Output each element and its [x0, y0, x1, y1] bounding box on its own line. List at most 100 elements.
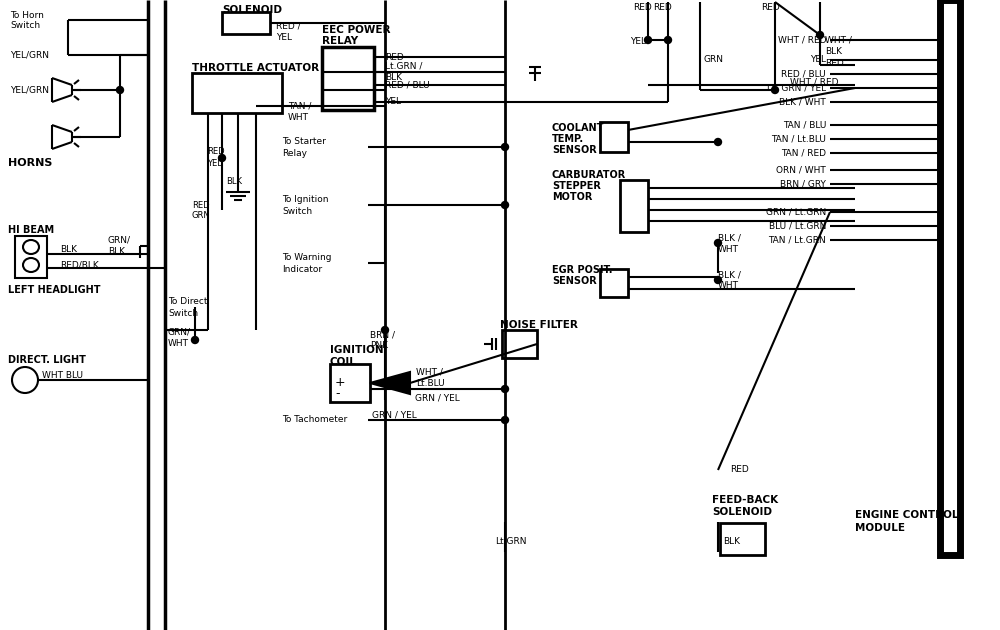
Text: IGNITION: IGNITION: [330, 345, 384, 355]
Text: RED: RED: [634, 4, 652, 13]
Text: BLK: BLK: [108, 248, 125, 256]
Bar: [600, 269, 628, 297]
Text: RED / BLU: RED / BLU: [781, 69, 826, 79]
Text: Lt.GRN: Lt.GRN: [495, 537, 526, 546]
Text: TAN /: TAN /: [288, 101, 311, 110]
Text: WHT: WHT: [168, 338, 189, 348]
Text: GRN / YEL: GRN / YEL: [415, 394, 460, 403]
Bar: [620, 180, 648, 232]
Text: RED /: RED /: [276, 21, 301, 30]
Circle shape: [644, 37, 652, 43]
Circle shape: [664, 37, 672, 43]
Text: GRN/: GRN/: [168, 328, 191, 336]
Text: BLK / WHT: BLK / WHT: [779, 98, 826, 106]
Bar: [600, 122, 628, 152]
Text: FEED-BACK: FEED-BACK: [712, 495, 778, 505]
Text: GRN/: GRN/: [108, 236, 131, 244]
Circle shape: [502, 386, 509, 392]
Text: YEL: YEL: [207, 159, 222, 168]
Text: YEL: YEL: [385, 98, 401, 106]
Text: RED: RED: [730, 466, 749, 474]
Text: SOLENOID: SOLENOID: [712, 507, 772, 517]
Circle shape: [714, 239, 722, 246]
Text: PNK: PNK: [370, 341, 388, 350]
Text: BLK: BLK: [385, 72, 402, 81]
Text: GRN / Lt.GRN: GRN / Lt.GRN: [766, 207, 826, 217]
Text: RED/BLK: RED/BLK: [60, 260, 99, 270]
Bar: [322, 47, 374, 110]
Text: GRN: GRN: [703, 55, 723, 64]
Text: SENSOR: SENSOR: [552, 276, 597, 286]
Text: BLK: BLK: [723, 537, 740, 546]
Ellipse shape: [23, 240, 39, 254]
Text: COOLANT: COOLANT: [552, 123, 604, 133]
Circle shape: [714, 139, 722, 146]
Bar: [192, 73, 282, 113]
Bar: [502, 330, 537, 358]
Circle shape: [382, 326, 388, 333]
Text: LEFT HEADLIGHT: LEFT HEADLIGHT: [8, 285, 100, 295]
Text: EEC POWER: EEC POWER: [322, 25, 390, 35]
Text: BRN / GRY: BRN / GRY: [780, 180, 826, 188]
Circle shape: [502, 416, 509, 423]
Text: WHT / RED: WHT / RED: [778, 35, 826, 45]
Text: To Horn: To Horn: [10, 11, 44, 20]
Text: NOISE FILTER: NOISE FILTER: [500, 320, 578, 330]
Text: Switch: Switch: [10, 21, 40, 30]
Text: MOTOR: MOTOR: [552, 192, 592, 202]
Text: BLK: BLK: [60, 246, 77, 255]
Text: RELAY: RELAY: [322, 36, 358, 46]
Text: +: +: [335, 375, 346, 389]
Bar: [940, 0, 960, 555]
Text: BLK /: BLK /: [718, 234, 741, 243]
Circle shape: [502, 202, 509, 209]
Text: TAN / Lt.BLU: TAN / Lt.BLU: [771, 134, 826, 144]
Ellipse shape: [23, 258, 39, 272]
Circle shape: [116, 86, 124, 93]
Text: TAN / Lt.GRN: TAN / Lt.GRN: [768, 236, 826, 244]
Text: Switch: Switch: [168, 309, 198, 318]
Text: WHT: WHT: [718, 282, 739, 290]
Circle shape: [772, 86, 778, 93]
Text: MODULE: MODULE: [855, 523, 905, 533]
Circle shape: [192, 336, 198, 343]
Text: -: -: [335, 387, 340, 401]
Bar: [15, 236, 47, 278]
Text: HORNS: HORNS: [8, 158, 52, 168]
Text: RED: RED: [761, 4, 779, 13]
Text: Indicator: Indicator: [282, 265, 322, 273]
Text: To Direct: To Direct: [168, 297, 208, 307]
Text: DIRECT. LIGHT: DIRECT. LIGHT: [8, 355, 86, 365]
Text: RED: RED: [385, 52, 404, 62]
Text: BLK: BLK: [226, 178, 242, 186]
Text: BLK /: BLK /: [718, 270, 741, 280]
Bar: [222, 12, 270, 34]
Text: HI BEAM: HI BEAM: [8, 225, 54, 235]
Text: RED: RED: [192, 200, 210, 210]
Text: COIL: COIL: [330, 357, 357, 367]
Text: WHT: WHT: [288, 113, 309, 122]
Circle shape: [218, 154, 226, 161]
Text: Switch: Switch: [282, 207, 312, 215]
Text: TEMP.: TEMP.: [552, 134, 584, 144]
Text: To Warning: To Warning: [282, 253, 332, 263]
Text: To Tachometer: To Tachometer: [282, 416, 347, 425]
Text: WHT /: WHT /: [416, 367, 443, 377]
Text: STEPPER: STEPPER: [552, 181, 601, 191]
Polygon shape: [370, 372, 410, 394]
Text: Lt. GRN / YEL: Lt. GRN / YEL: [767, 84, 826, 93]
Text: RED / BLU: RED / BLU: [385, 81, 430, 89]
Text: SENSOR: SENSOR: [552, 145, 597, 155]
Text: YEL/GRN: YEL/GRN: [10, 50, 49, 59]
Text: Lt.GRN /: Lt.GRN /: [385, 62, 422, 71]
Text: GRN / YEL: GRN / YEL: [372, 411, 417, 420]
Text: TAN / RED: TAN / RED: [781, 149, 826, 158]
Text: To Starter: To Starter: [282, 137, 326, 147]
Text: CARBURATOR: CARBURATOR: [552, 170, 626, 180]
Text: YEL: YEL: [810, 55, 826, 64]
Text: WHT BLU: WHT BLU: [42, 370, 83, 379]
Text: Lt.BLU: Lt.BLU: [416, 379, 445, 387]
Text: ENGINE CONTROL: ENGINE CONTROL: [855, 510, 958, 520]
Text: TAN / BLU: TAN / BLU: [783, 120, 826, 130]
Bar: [330, 364, 370, 402]
